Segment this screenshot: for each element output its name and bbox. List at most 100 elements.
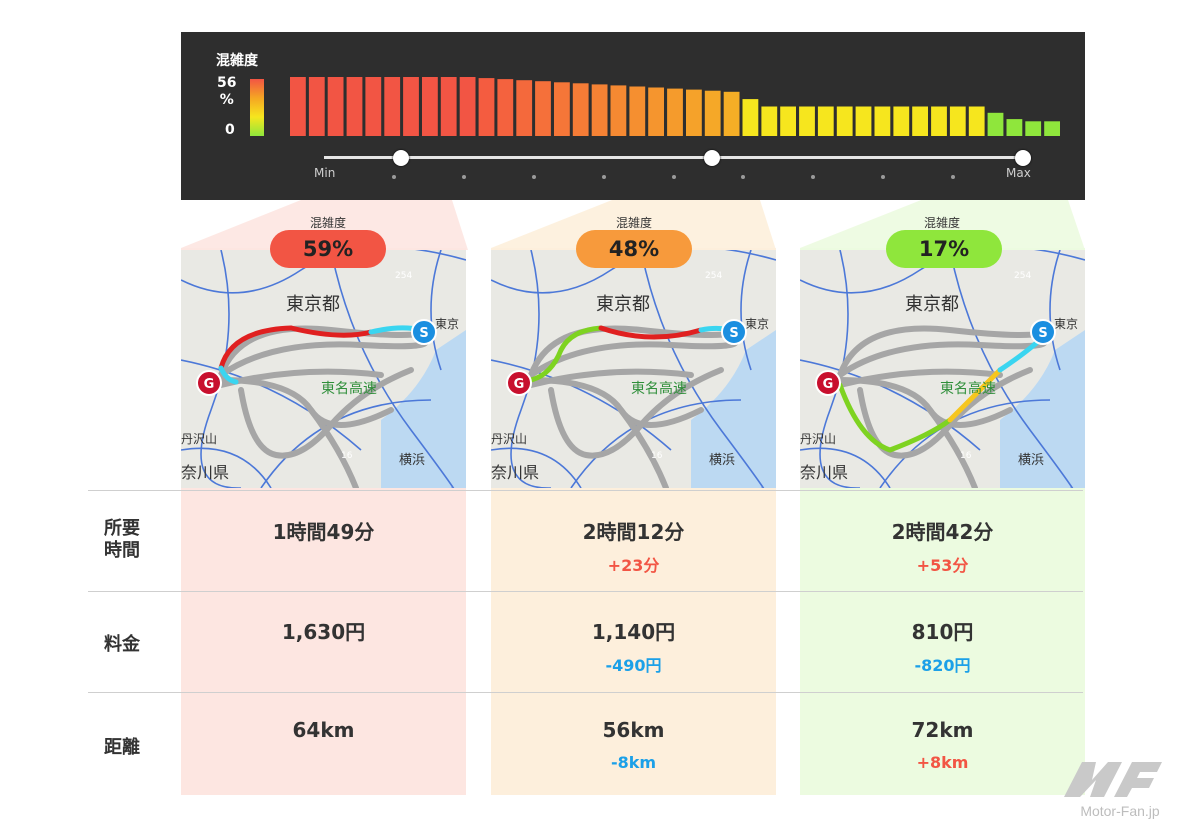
congestion-bar — [384, 77, 401, 136]
congestion-badge-3: 17% — [886, 230, 1002, 268]
road — [1049, 250, 1061, 371]
congestion-bar — [1006, 119, 1023, 136]
congestion-bar — [459, 77, 476, 136]
fare-diff-3: -820円 — [914, 656, 971, 675]
congestion-panel: 混雑度 56 % 0 Min Max — [181, 32, 1085, 200]
congestion-bar — [949, 106, 966, 136]
road — [491, 359, 672, 451]
congestion-badge-2: 48% — [576, 230, 692, 268]
congestion-badge-1: 59% — [270, 230, 386, 268]
road — [200, 250, 241, 488]
map-route16-label: 16 — [651, 451, 663, 461]
road — [740, 250, 752, 371]
congestion-bar — [572, 83, 589, 136]
road — [510, 250, 551, 488]
start-marker-label: S — [419, 326, 428, 341]
slider-tick — [601, 175, 606, 179]
congestion-bar — [742, 99, 759, 136]
congestion-bar — [1044, 121, 1060, 136]
congestion-bar — [912, 106, 928, 136]
road — [181, 250, 466, 294]
row-label-distance: 距離 — [104, 737, 140, 758]
goal-marker[interactable] — [506, 370, 532, 396]
start-marker[interactable] — [411, 319, 437, 345]
fare-value-1: 1,630円 — [281, 620, 366, 644]
map-tanzawa-label: 丹沢山 — [181, 432, 217, 446]
goal-marker[interactable] — [815, 370, 841, 396]
map-kanagawa-label: 奈川県 — [800, 463, 848, 482]
map-city-label: 東京都 — [286, 294, 340, 315]
slider-tick — [881, 175, 886, 179]
congestion-bar — [629, 86, 646, 136]
route-map-3[interactable]: 東京都 東名高速 横浜 丹沢山 奈川県 16 254 東京 G S — [800, 250, 1085, 488]
road — [819, 250, 860, 488]
expressway — [618, 407, 669, 488]
legend-min-label: 0 — [225, 122, 235, 138]
logo-text: Motor-Fan.jp — [1080, 803, 1160, 819]
road — [640, 250, 765, 488]
congestion-bar — [422, 77, 438, 136]
divider — [88, 490, 1083, 491]
map-tanzawa-label: 丹沢山 — [800, 432, 836, 446]
fare-value-3: 810円 — [911, 620, 974, 644]
map-kanagawa-label: 奈川県 — [491, 463, 539, 482]
congestion-bar — [987, 112, 1004, 136]
congestion-bar — [554, 82, 570, 136]
slider-tick — [461, 175, 466, 179]
slider-min-label: Min — [314, 166, 336, 180]
road — [800, 250, 1085, 294]
goal-marker[interactable] — [196, 370, 222, 396]
expressway — [238, 367, 414, 459]
goal-marker-label: G — [823, 377, 834, 392]
expressway — [857, 367, 1033, 459]
goal-marker-label: G — [204, 377, 215, 392]
slider-knob[interactable] — [1015, 150, 1031, 166]
map-yokohama-label: 横浜 — [709, 453, 735, 468]
road — [491, 250, 776, 294]
route-map-1[interactable]: 東京都 東名高速 横浜 丹沢山 奈川県 16 254 東京 G S — [181, 250, 466, 488]
congestion-bar — [440, 77, 457, 136]
congestion-bar — [686, 89, 702, 136]
congestion-bar — [780, 106, 796, 136]
slider-tick — [741, 175, 746, 179]
distance-value-3: 72km — [911, 718, 974, 742]
map-route16-label: 16 — [960, 451, 972, 461]
slider-tick — [671, 175, 676, 179]
congestion-bar — [855, 106, 872, 136]
congestion-bar — [893, 106, 910, 136]
road — [181, 447, 272, 488]
congestion-bar — [704, 90, 721, 136]
map-route16-label: 16 — [341, 451, 353, 461]
map-expressway-label: 東名高速 — [940, 380, 996, 397]
slider-knob[interactable] — [392, 150, 409, 166]
distance-diff-2: -8km — [610, 753, 657, 772]
route-map-2[interactable]: 東京都 東名高速 横浜 丹沢山 奈川県 16 254 東京 G S — [491, 250, 776, 488]
slider-tick — [391, 175, 396, 179]
legend-gradient-bar — [250, 79, 264, 136]
map-kanagawa-label: 奈川県 — [181, 463, 229, 482]
road — [800, 447, 891, 488]
congestion-bar — [591, 84, 608, 136]
distance-value-2: 56km — [602, 718, 665, 742]
road — [330, 250, 455, 488]
expressway — [837, 325, 1053, 378]
slider-track[interactable] — [324, 156, 1023, 159]
time-diff-2: +23分 — [607, 556, 660, 575]
map-yokohama-label: 横浜 — [1018, 453, 1044, 468]
start-marker[interactable] — [721, 319, 747, 345]
start-marker[interactable] — [1030, 319, 1056, 345]
congestion-bar — [478, 78, 495, 136]
congestion-caption-3: 混雑度 — [923, 216, 960, 230]
slider-knob[interactable] — [703, 150, 720, 166]
map-route254-label: 254 — [1014, 271, 1031, 281]
bay-water — [381, 330, 466, 488]
route-segment — [837, 382, 893, 453]
map-city-label: 東京都 — [905, 294, 959, 315]
congestion-bar — [799, 106, 815, 136]
congestion-bar — [723, 91, 740, 136]
slider-layer: Min Max — [181, 32, 1085, 200]
slider-tick — [951, 175, 956, 179]
congestion-bar — [346, 77, 363, 136]
panel-title: 混雑度 — [216, 53, 258, 69]
expressway — [308, 407, 359, 488]
